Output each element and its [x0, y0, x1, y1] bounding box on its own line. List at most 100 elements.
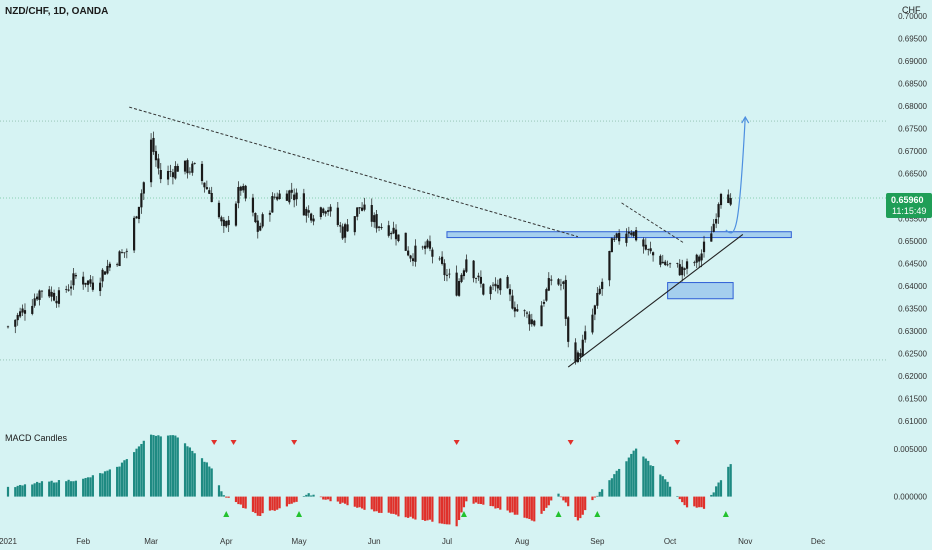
macd-bar [441, 496, 444, 524]
macd-bar [193, 453, 196, 497]
price-candle-body [457, 281, 461, 296]
macd-bar [593, 496, 596, 498]
macd-bar [312, 494, 315, 497]
macd-bar [310, 495, 313, 497]
price-candle-body [649, 248, 652, 252]
macd-bar [99, 473, 102, 497]
price-candle-body [676, 262, 679, 264]
price-candle-body [613, 238, 616, 240]
macd-bar [632, 450, 635, 497]
price-candle-body [392, 227, 395, 234]
price-candle-body [106, 265, 109, 274]
macd-bar [557, 493, 560, 497]
price-candle-body [261, 214, 264, 227]
price-candle-body [33, 298, 36, 306]
time-tick-label: Dec [811, 537, 825, 546]
price-candle-body [523, 310, 526, 312]
price-candle-body [200, 163, 204, 181]
macd-bar [465, 496, 468, 502]
price-tick-label: 0.61500 [898, 395, 927, 404]
price-candle-body [421, 246, 424, 248]
demand-zone [667, 282, 734, 300]
macd-bar [414, 496, 417, 520]
price-candle-body [593, 305, 596, 315]
price-candle-body [460, 274, 463, 282]
macd-bar [6, 486, 10, 497]
macd-bar [567, 496, 570, 507]
macd-bar [411, 496, 415, 519]
price-candle-body [101, 269, 104, 282]
macd-bar [693, 496, 696, 507]
macd-bar [234, 496, 238, 503]
macd-axis: 0.005000 0.000000 [894, 445, 928, 502]
buy-signal-marker [460, 511, 467, 517]
price-candle-body [157, 158, 160, 169]
macd-bar [305, 494, 308, 497]
macd-bar [511, 496, 514, 513]
macd-bar [169, 435, 172, 497]
price-candle-body [700, 253, 703, 261]
price-candle-body [482, 283, 485, 295]
price-candle-body [169, 171, 172, 172]
price-candle-body [494, 283, 497, 287]
price-candle-body [191, 163, 194, 173]
price-candle-body [108, 263, 111, 268]
price-candle-body [525, 312, 529, 314]
time-tick-label: Sep [590, 537, 605, 546]
time-tick-label: Oct [664, 537, 677, 546]
price-candle-body [491, 284, 495, 286]
price-candle-body [693, 262, 696, 264]
macd-bar [479, 496, 483, 505]
price-candle-body [596, 292, 599, 306]
price-candle-body [695, 254, 698, 263]
macd-bar [205, 462, 208, 497]
macd-bar [559, 496, 563, 498]
macd-bar [123, 460, 126, 497]
price-candle-body [57, 290, 61, 304]
macd-bar [159, 436, 162, 497]
price-candle-body [545, 289, 548, 301]
price-candle-body [683, 268, 686, 270]
macd-bar [613, 474, 616, 497]
symbol-title: NZD/CHF, 1D, OANDA [5, 6, 108, 17]
price-candle-body [618, 233, 621, 242]
price-axis[interactable]: 0.70000 0.69500 0.69000 0.68500 0.68000 0.675… [898, 12, 927, 426]
macd-bar [683, 496, 686, 506]
price-candle-body [540, 305, 543, 327]
price-candle-body [441, 256, 444, 264]
time-tick-label: Jul [442, 537, 452, 546]
macd-bar [103, 471, 107, 497]
macd-bar [506, 496, 509, 511]
macd-bar [545, 496, 548, 508]
price-candle-body [409, 255, 412, 259]
price-candle-body [295, 192, 298, 200]
macd-bar [649, 465, 652, 497]
macd-bar [276, 496, 279, 510]
price-candle-body [149, 139, 153, 183]
macd-histogram [6, 434, 732, 527]
price-candle-body [273, 196, 276, 198]
price-candle-body [67, 289, 70, 291]
macd-bar [336, 496, 339, 502]
price-candle-body [171, 172, 175, 178]
price-candle-body [103, 271, 107, 275]
macd-bar [644, 458, 647, 497]
price-tick-label: 0.68000 [898, 102, 927, 111]
macd-bar [203, 461, 206, 497]
price-candle-body [574, 342, 577, 363]
macd-bar [191, 450, 194, 497]
price-candle-body [312, 218, 315, 222]
price-candle-body [564, 279, 567, 319]
macd-bar [591, 496, 594, 501]
macd-bar [16, 485, 19, 497]
macd-bar [719, 480, 723, 497]
price-candle-body [217, 202, 221, 218]
macd-bar [528, 496, 531, 520]
price-candle-body [234, 203, 238, 226]
macd-bar [712, 492, 715, 497]
time-axis[interactable]: 2021 Feb Mar Apr May Jun Jul Aug Sep Oct Nov Dec [0, 537, 825, 546]
price-candle-body [496, 284, 499, 289]
macd-bar [135, 448, 138, 497]
price-candle-body [407, 250, 410, 256]
